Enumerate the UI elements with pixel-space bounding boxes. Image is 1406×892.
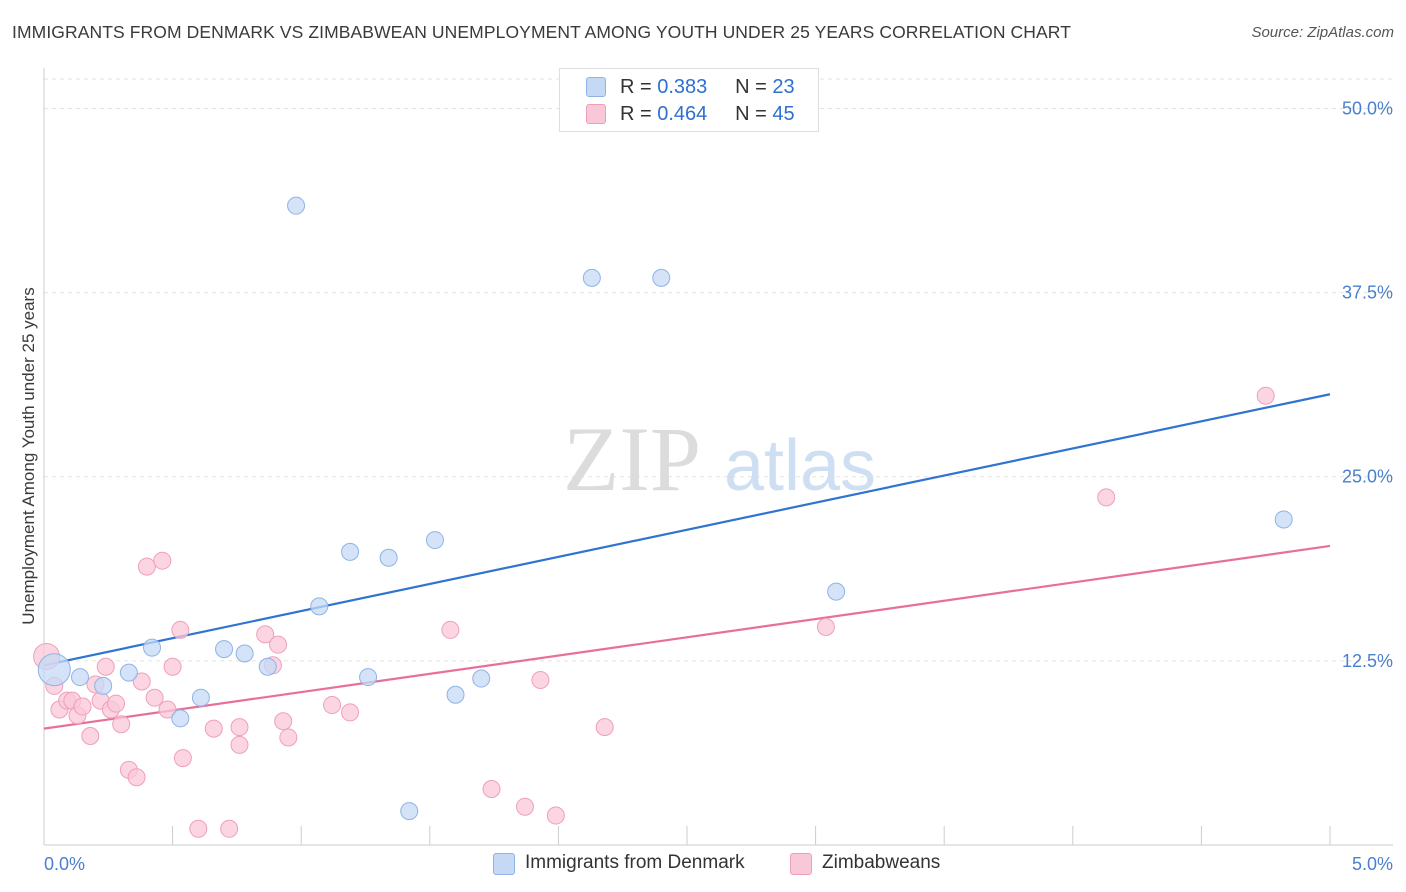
legend-r-label: R = xyxy=(620,103,652,125)
data-point-blue xyxy=(827,582,846,601)
data-point-pink xyxy=(269,635,288,654)
legend-n-label: N = xyxy=(735,103,767,125)
data-point-pink xyxy=(274,712,293,731)
data-point-pink xyxy=(132,672,151,691)
legend-r-value: 0.464 xyxy=(657,103,708,125)
data-point-blue xyxy=(37,653,71,687)
series-label-denmark: Immigrants from Denmark xyxy=(525,852,745,873)
data-point-blue xyxy=(310,597,329,616)
series-swatch-pink xyxy=(790,853,812,875)
data-point-pink xyxy=(531,671,550,690)
y-axis-label: Unemployment Among Youth under 25 years xyxy=(19,287,38,624)
series-label-zimbabweans: Zimbabweans xyxy=(822,852,941,873)
watermark-atlas: atlas xyxy=(724,426,876,506)
data-point-pink xyxy=(107,694,126,713)
data-point-blue xyxy=(1274,510,1293,529)
legend-swatch-blue xyxy=(586,77,606,97)
y-tick-label: 50.0% xyxy=(1342,98,1393,118)
data-point-pink xyxy=(204,719,223,738)
data-point-pink xyxy=(230,718,249,737)
data-point-pink xyxy=(595,718,614,737)
data-points xyxy=(33,196,1293,838)
data-point-pink xyxy=(482,780,501,799)
data-point-blue xyxy=(119,663,138,682)
data-point-blue xyxy=(94,676,113,695)
data-point-blue xyxy=(400,802,419,821)
axes xyxy=(43,68,1393,846)
data-point-blue xyxy=(171,709,190,728)
data-point-pink xyxy=(163,657,182,676)
data-point-pink xyxy=(145,688,164,707)
data-point-pink xyxy=(323,696,342,715)
data-point-blue xyxy=(341,542,360,561)
axis-labels: 12.5% 25.0% 37.5% 50.0% 0.0% 5.0% xyxy=(44,98,1393,874)
y-tick-label: 12.5% xyxy=(1342,651,1393,671)
data-point-blue xyxy=(472,669,491,688)
data-point-pink xyxy=(279,728,298,747)
trend-lines xyxy=(43,393,1331,730)
correlation-legend: R = 0.383 N = 23 R = 0.464 N = 45 xyxy=(559,68,819,132)
data-point-blue xyxy=(215,640,234,659)
legend-swatch-pink xyxy=(586,104,606,124)
data-point-blue xyxy=(191,688,210,707)
data-point-pink xyxy=(171,620,190,639)
data-point-pink xyxy=(816,617,835,636)
legend-n-value: 23 xyxy=(772,76,795,98)
grid-lines xyxy=(44,78,1393,662)
data-point-pink xyxy=(81,726,100,745)
data-point-pink xyxy=(1256,386,1275,405)
data-point-blue xyxy=(446,685,465,704)
data-point-blue xyxy=(235,644,254,663)
legend-n-value: 45 xyxy=(772,103,795,125)
legend-r-label: R = xyxy=(620,76,652,98)
data-point-blue xyxy=(143,638,162,657)
data-point-pink xyxy=(189,819,208,838)
x-tick-label: 5.0% xyxy=(1352,854,1393,874)
data-point-pink xyxy=(515,797,534,816)
y-tick-label: 25.0% xyxy=(1342,467,1393,487)
data-point-pink xyxy=(546,806,565,825)
data-point-pink xyxy=(112,715,131,734)
data-point-blue xyxy=(652,268,671,287)
data-point-blue xyxy=(582,268,601,287)
data-point-pink xyxy=(73,697,92,716)
data-point-pink xyxy=(127,768,146,787)
data-point-pink xyxy=(230,735,249,754)
data-point-pink xyxy=(256,625,275,644)
data-point-pink xyxy=(153,551,172,570)
x-tick-label: 0.0% xyxy=(44,854,85,874)
y-tick-label: 37.5% xyxy=(1342,283,1393,303)
legend-r-value: 0.383 xyxy=(657,76,708,98)
data-point-blue xyxy=(359,668,378,687)
data-point-blue xyxy=(425,531,444,550)
source-label: Source: ZipAtlas.com xyxy=(1251,24,1394,41)
data-point-blue xyxy=(287,196,306,215)
legend-n-label: N = xyxy=(735,76,767,98)
data-point-pink xyxy=(158,700,177,719)
data-point-pink xyxy=(220,819,239,838)
trend-line-pink xyxy=(43,544,1331,730)
data-point-blue xyxy=(258,657,277,676)
chart-title: IMMIGRANTS FROM DENMARK VS ZIMBABWEAN UN… xyxy=(12,22,1071,42)
data-point-pink xyxy=(341,703,360,722)
data-point-blue xyxy=(71,668,90,687)
trend-line-blue xyxy=(43,393,1331,667)
data-point-pink xyxy=(1097,488,1116,507)
data-point-blue xyxy=(379,548,398,567)
data-point-pink xyxy=(96,657,115,676)
watermark: ZIP atlas xyxy=(563,408,876,510)
watermark-zip: ZIP xyxy=(563,408,701,510)
series-swatch-blue xyxy=(493,853,515,875)
data-point-pink xyxy=(173,749,192,768)
data-point-pink xyxy=(441,620,460,639)
data-point-pink xyxy=(137,557,156,576)
